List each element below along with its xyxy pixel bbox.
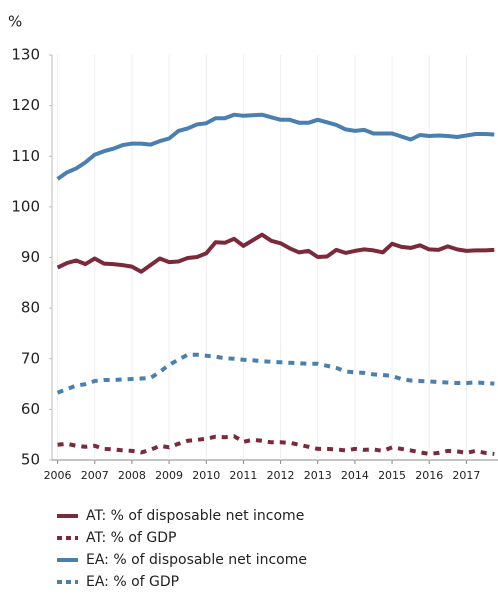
series-line [56, 232, 495, 274]
y-tick-label: 80 [21, 299, 40, 317]
x-tick-label: 2009 [155, 469, 183, 482]
y-tick-label: 100 [11, 197, 40, 215]
x-tick-label: 2013 [304, 469, 332, 482]
x-tick-label: 2016 [415, 469, 443, 482]
y-tick-label: 120 [11, 96, 40, 114]
legend-label: AT: % of GDP [86, 530, 176, 546]
x-tick-label: 2006 [44, 469, 72, 482]
x-tick-label: 2007 [81, 469, 109, 482]
x-tick-label: 2015 [378, 469, 406, 482]
y-tick-label: 60 [21, 400, 40, 418]
x-tick-label: 2014 [341, 469, 369, 482]
y-tick-label: 70 [21, 349, 40, 367]
y-tick-label: 50 [21, 451, 40, 469]
y-tick-label: 130 [11, 46, 40, 64]
legend-label: AT: % of disposable net income [86, 508, 304, 524]
y-axis-label: % [8, 13, 22, 31]
y-tick-label: 110 [11, 147, 40, 165]
x-tick-label: 2017 [452, 469, 480, 482]
y-tick-label: 90 [21, 248, 40, 266]
legend-label: EA: % of disposable net income [86, 552, 307, 568]
x-tick-label: 2010 [192, 469, 220, 482]
series-line [57, 434, 495, 456]
x-tick-label: 2012 [267, 469, 295, 482]
series-line [56, 352, 495, 395]
legend-label: EA: % of GDP [86, 574, 179, 590]
x-tick-label: 2011 [229, 469, 257, 482]
x-tick-label: 2008 [118, 469, 146, 482]
series-line [56, 112, 495, 181]
